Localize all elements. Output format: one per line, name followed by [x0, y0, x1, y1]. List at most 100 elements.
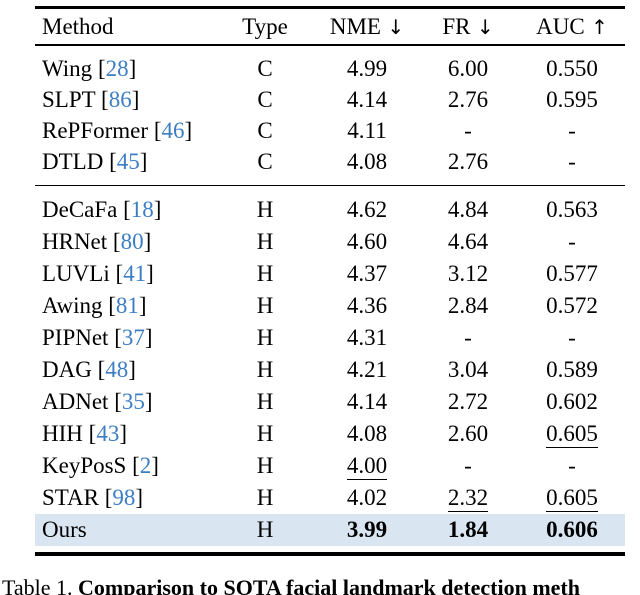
- nme-cell: 4.08: [317, 421, 417, 447]
- citation-link[interactable]: 80: [120, 229, 144, 254]
- table-row: DTLD [45] C 4.08 2.76 -: [35, 147, 625, 178]
- col-header-label: NME: [329, 13, 381, 39]
- table-row: HIH [43] H 4.08 2.60 0.605: [35, 418, 625, 450]
- nme-cell: 4.08: [317, 149, 417, 175]
- down-arrow-icon: ↓: [470, 14, 494, 39]
- nme-value: 3.99: [346, 517, 388, 542]
- fr-value: 3.12: [447, 261, 489, 286]
- method-name: PIPNet: [42, 325, 109, 350]
- auc-value: 0.605: [546, 485, 598, 512]
- method-name: SLPT: [42, 87, 96, 112]
- citation-link[interactable]: 98: [112, 485, 136, 510]
- citation-link[interactable]: 41: [123, 261, 147, 286]
- table-header-row: Method Type NME ↓ FR ↓ AUC ↑: [35, 9, 625, 44]
- method-cell: Ours: [35, 517, 213, 543]
- caption-label: Table 1.: [2, 575, 73, 595]
- citation-link[interactable]: 45: [116, 149, 140, 174]
- fr-value: 2.84: [447, 293, 489, 318]
- type-cell: C: [213, 56, 317, 82]
- fr-cell: 6.00: [417, 56, 519, 82]
- citation-link[interactable]: 18: [130, 197, 154, 222]
- auc-cell: -: [519, 229, 625, 255]
- fr-value: 4.64: [447, 229, 489, 254]
- auc-cell: -: [519, 453, 625, 479]
- table-row: SLPT [86] C 4.14 2.76 0.595: [35, 85, 625, 116]
- fr-cell: 2.76: [417, 149, 519, 175]
- nme-cell: 4.14: [317, 389, 417, 415]
- fr-value: 2.76: [447, 87, 489, 112]
- auc-value: 0.605: [546, 421, 598, 448]
- citation-link[interactable]: 43: [96, 421, 120, 446]
- nme-cell: 4.11: [317, 118, 417, 144]
- citation-link[interactable]: 37: [121, 325, 145, 350]
- citation-link[interactable]: 81: [115, 293, 139, 318]
- auc-cell: 0.595: [519, 87, 625, 113]
- method-cell: ADNet [35]: [35, 389, 213, 415]
- citation-bracket: [: [108, 389, 122, 414]
- auc-cell: 0.563: [519, 197, 625, 223]
- type-value: H: [256, 261, 274, 286]
- table-row: DeCaFa [18] H 4.62 4.84 0.563: [35, 194, 625, 226]
- table-row: HRNet [80] H 4.60 4.64 -: [35, 226, 625, 258]
- col-header-type: Type: [213, 14, 317, 40]
- nme-cell: 3.99: [317, 517, 417, 543]
- citation-bracket: ]: [184, 118, 193, 143]
- citation-link[interactable]: 46: [161, 118, 185, 143]
- method-name: ADNet: [42, 389, 109, 414]
- type-cell: H: [213, 229, 317, 255]
- citation-bracket: [: [82, 421, 97, 446]
- citation-bracket: [: [102, 293, 116, 318]
- auc-cell: 0.550: [519, 56, 625, 82]
- type-cell: H: [213, 325, 317, 351]
- fr-value: 2.76: [447, 149, 489, 174]
- method-cell: RePFormer [46]: [35, 118, 213, 144]
- method-name: Awing: [42, 293, 103, 318]
- fr-value: 2.32: [447, 485, 489, 512]
- method-name: Ours: [42, 517, 87, 542]
- citation-link[interactable]: 28: [105, 56, 129, 81]
- table-row: DAG [48] H 4.21 3.04 0.589: [35, 354, 625, 386]
- table-row: Awing [81] H 4.36 2.84 0.572: [35, 290, 625, 322]
- table-row: Ours H 3.99 1.84 0.606: [35, 514, 625, 546]
- col-header-method: Method: [35, 14, 213, 40]
- auc-cell: 0.572: [519, 293, 625, 319]
- method-name: DeCaFa: [42, 197, 118, 222]
- citation-bracket: ]: [143, 229, 152, 254]
- citation-bracket: [: [126, 453, 140, 478]
- method-cell: HRNet [80]: [35, 229, 213, 255]
- type-value: C: [257, 87, 273, 112]
- citation-bracket: ]: [139, 149, 148, 174]
- method-name: STAR: [42, 485, 99, 510]
- type-cell: H: [213, 357, 317, 383]
- nme-cell: 4.00: [317, 453, 417, 480]
- citation-bracket: ]: [144, 389, 153, 414]
- fr-cell: 2.72: [417, 389, 519, 415]
- citation-bracket: [: [108, 325, 122, 350]
- fr-cell: 1.84: [417, 517, 519, 543]
- nme-value: 4.60: [346, 229, 388, 254]
- auc-value: 0.550: [546, 56, 598, 81]
- nme-cell: 4.02: [317, 485, 417, 511]
- nme-value: 4.37: [346, 261, 388, 286]
- type-cell: H: [213, 453, 317, 479]
- auc-value: 0.572: [546, 293, 598, 318]
- method-name: HIH: [42, 421, 83, 446]
- method-name: DTLD: [42, 149, 104, 174]
- auc-value: 0.606: [546, 517, 598, 542]
- type-value: H: [256, 485, 274, 510]
- col-header-label: Method: [42, 13, 114, 39]
- citation-link[interactable]: 2: [139, 453, 152, 478]
- citation-bracket: [: [95, 87, 109, 112]
- auc-cell: -: [519, 118, 625, 144]
- caption-text: Comparison to SOTA facial landmark detec…: [78, 575, 580, 595]
- nme-value: 4.36: [346, 293, 388, 318]
- auc-value: 0.563: [546, 197, 598, 222]
- method-name: RePFormer: [42, 118, 149, 143]
- citation-link[interactable]: 86: [108, 87, 132, 112]
- citation-bracket: ]: [128, 56, 137, 81]
- table-row: STAR [98] H 4.02 2.32 0.605: [35, 482, 625, 514]
- citation-link[interactable]: 35: [121, 389, 145, 414]
- type-value: H: [256, 229, 274, 254]
- nme-value: 4.62: [346, 197, 388, 222]
- citation-link[interactable]: 48: [105, 357, 129, 382]
